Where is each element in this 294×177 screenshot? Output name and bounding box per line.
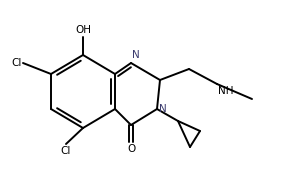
Text: Cl: Cl	[12, 58, 22, 68]
Text: O: O	[127, 144, 135, 154]
Text: NH: NH	[218, 86, 233, 96]
Text: N: N	[132, 50, 140, 60]
Text: OH: OH	[75, 25, 91, 35]
Text: N: N	[159, 104, 167, 114]
Text: Cl: Cl	[61, 146, 71, 156]
